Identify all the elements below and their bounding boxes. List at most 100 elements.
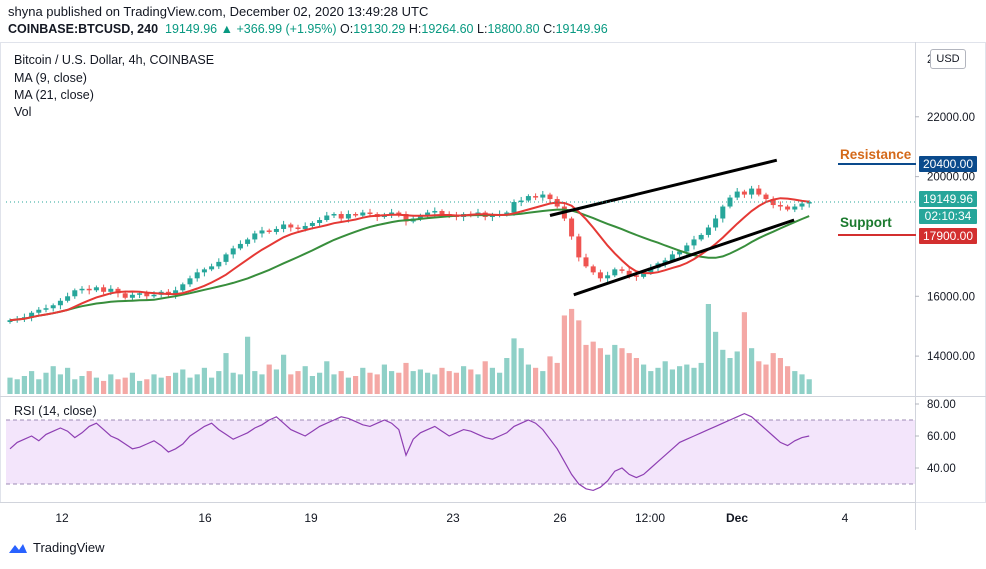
volume-bar: [425, 372, 431, 394]
candle-body: [137, 293, 143, 295]
volume-bar: [65, 367, 71, 394]
resistance-price-tag: 20400.00: [919, 156, 977, 172]
volume-bar: [482, 361, 488, 394]
price-change: +366.99 (+1.95%): [236, 22, 337, 36]
candle-body: [43, 308, 49, 310]
volume-bar: [763, 364, 769, 394]
volume-bar: [633, 358, 639, 394]
volume-bar: [367, 372, 373, 394]
candle-body: [129, 294, 135, 298]
volume-bar: [806, 379, 812, 394]
candle-body: [641, 272, 647, 277]
symbol-label: COINBASE:BTCUSD, 240: [8, 22, 159, 36]
candle-body: [576, 236, 582, 258]
publish-info: shyna published on TradingView.com, Dece…: [8, 4, 429, 19]
candle-body: [785, 206, 791, 210]
volume-bar: [540, 371, 546, 394]
rsi-tick-label: 60.00: [927, 431, 956, 443]
candle-body: [187, 278, 193, 285]
rsi-legend: RSI (14, close): [14, 404, 97, 418]
candle-body: [230, 248, 236, 255]
volume-bar: [273, 369, 279, 394]
candle-body: [295, 227, 301, 229]
volume-bar: [569, 308, 575, 394]
time-tick-label: 19: [304, 511, 318, 525]
candle-body: [324, 215, 330, 220]
candle-body: [777, 205, 783, 207]
volume-bar: [79, 376, 85, 394]
candle-body: [345, 214, 351, 219]
high-value: 19264.60: [421, 22, 474, 36]
volume-bar: [86, 371, 92, 394]
volume-bar: [122, 377, 128, 394]
candle-body: [439, 211, 445, 215]
volume-bar: [561, 315, 567, 394]
candle-body: [806, 202, 812, 204]
up-arrow-icon: ▲: [220, 22, 233, 36]
volume-bar: [799, 374, 805, 394]
volume-bar: [605, 354, 611, 394]
candle-body: [72, 290, 78, 297]
volume-bar: [576, 320, 582, 394]
footer-brand[interactable]: TradingView: [8, 540, 105, 555]
volume-bar: [698, 362, 704, 394]
candle-body: [151, 294, 157, 297]
candle-body: [237, 243, 243, 249]
volume-bar: [309, 376, 315, 394]
candle-body: [381, 215, 387, 218]
volume-bar: [216, 371, 222, 394]
volume-bar: [381, 364, 387, 394]
volume-bar: [583, 344, 589, 394]
volume-bar: [533, 367, 539, 394]
time-tick-label: 23: [446, 511, 460, 525]
volume-bar: [554, 362, 560, 394]
volume-bar: [353, 376, 359, 394]
candle-body: [698, 234, 704, 240]
volume-legend: Vol: [14, 105, 32, 119]
volume-bar: [518, 348, 524, 394]
candle-body: [288, 224, 294, 228]
candle-body: [770, 199, 776, 206]
volume-bar: [93, 377, 99, 394]
volume-bar: [331, 374, 337, 394]
candle-body: [504, 212, 510, 215]
candle-body: [677, 251, 683, 255]
candle-body: [403, 214, 409, 222]
candle-body: [317, 219, 323, 223]
candle-body: [122, 293, 128, 298]
volume-bar: [626, 353, 632, 394]
candle-body: [511, 202, 517, 213]
volume-bar: [180, 369, 186, 394]
ohlc-bar: COINBASE:BTCUSD, 240 19149.96 ▲ +366.99 …: [8, 22, 608, 36]
candle-body: [792, 206, 798, 210]
volume-bar: [497, 372, 503, 394]
volume-bar: [230, 372, 236, 394]
rsi-band: [6, 420, 915, 484]
price-tick-label: 22000.00: [927, 112, 975, 124]
candle-body: [605, 275, 611, 279]
low-label: L:: [477, 22, 488, 36]
candle-body: [223, 254, 229, 262]
volume-bar: [453, 372, 459, 394]
candle-body: [273, 228, 279, 232]
volume-bar: [345, 377, 351, 394]
volume-bar: [57, 374, 63, 394]
volume-bar: [439, 367, 445, 394]
volume-bar: [151, 374, 157, 394]
volume-bar: [417, 369, 423, 394]
candle-body: [360, 212, 366, 216]
volume-bar: [50, 366, 56, 394]
high-label: H:: [408, 22, 422, 36]
volume-bar: [324, 361, 330, 394]
volume-bar: [669, 369, 675, 394]
currency-button[interactable]: USD: [930, 49, 966, 69]
channel-upper-line: [549, 158, 778, 217]
volume-bar: [410, 371, 416, 394]
candle-body: [216, 261, 222, 267]
candle-body: [569, 218, 575, 237]
rsi-tick-label: 80.00: [927, 399, 956, 411]
resistance-label: Resistance: [840, 147, 912, 162]
rsi-tick-label: 40.00: [927, 463, 956, 475]
volume-bar: [165, 376, 171, 394]
